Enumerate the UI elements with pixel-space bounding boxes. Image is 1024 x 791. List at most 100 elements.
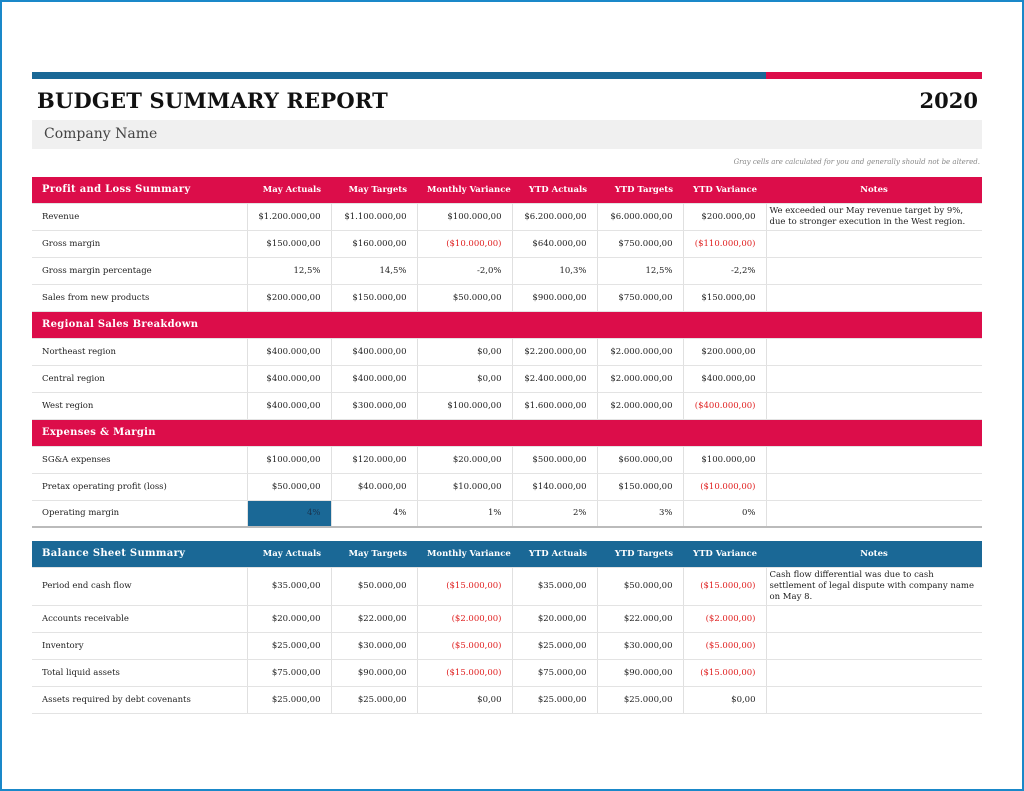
value-cell[interactable]: ($5.000,00) <box>683 631 767 660</box>
value-cell[interactable]: $900.000,00 <box>512 283 598 312</box>
value-cell[interactable]: ($15.000,00) <box>417 566 513 606</box>
notes-cell[interactable] <box>766 391 982 420</box>
value-cell[interactable]: $1.200.000,00 <box>247 202 332 231</box>
notes-cell[interactable] <box>766 685 982 714</box>
row-label[interactable]: West region <box>32 391 248 420</box>
value-cell[interactable]: $640.000,00 <box>512 229 598 258</box>
value-cell[interactable]: $150.000,00 <box>331 283 418 312</box>
value-cell[interactable]: $100.000,00 <box>417 202 513 231</box>
row-label[interactable]: Northeast region <box>32 337 248 366</box>
value-cell[interactable]: $750.000,00 <box>597 283 684 312</box>
value-cell[interactable]: $20.000,00 <box>512 604 598 633</box>
report-year[interactable]: 2020 <box>919 88 978 113</box>
row-label[interactable]: Pretax operating profit (loss) <box>32 472 248 501</box>
notes-cell[interactable] <box>766 499 982 528</box>
notes-cell[interactable] <box>766 445 982 474</box>
row-label[interactable]: Assets required by debt covenants <box>32 685 248 714</box>
company-name-field[interactable]: Company Name <box>32 120 982 149</box>
value-cell[interactable]: $500.000,00 <box>512 445 598 474</box>
value-cell[interactable]: ($15.000,00) <box>683 658 767 687</box>
value-cell[interactable]: 3% <box>597 499 684 528</box>
value-cell[interactable]: $0,00 <box>417 337 513 366</box>
value-cell[interactable]: $200.000,00 <box>683 202 767 231</box>
value-cell[interactable]: $150.000,00 <box>247 229 332 258</box>
value-cell[interactable]: $75.000,00 <box>247 658 332 687</box>
value-cell[interactable]: $6.000.000,00 <box>597 202 684 231</box>
row-label[interactable]: Accounts receivable <box>32 604 248 633</box>
value-cell[interactable]: $150.000,00 <box>683 283 767 312</box>
value-cell[interactable]: $50.000,00 <box>417 283 513 312</box>
value-cell[interactable]: 14,5% <box>331 256 418 285</box>
notes-cell[interactable] <box>766 658 982 687</box>
value-cell[interactable]: $20.000,00 <box>247 604 332 633</box>
notes-cell[interactable]: We exceeded our May revenue target by 9%… <box>766 202 982 231</box>
row-label[interactable]: Gross margin percentage <box>32 256 248 285</box>
value-cell[interactable]: $1.100.000,00 <box>331 202 418 231</box>
value-cell[interactable]: $50.000,00 <box>597 566 684 606</box>
value-cell[interactable]: $22.000,00 <box>597 604 684 633</box>
value-cell[interactable]: $75.000,00 <box>512 658 598 687</box>
value-cell[interactable]: $1.600.000,00 <box>512 391 598 420</box>
notes-cell[interactable] <box>766 229 982 258</box>
row-label[interactable]: Central region <box>32 364 248 393</box>
row-label[interactable]: Period end cash flow <box>32 566 248 606</box>
value-cell[interactable]: $40.000,00 <box>331 472 418 501</box>
value-cell[interactable]: ($5.000,00) <box>417 631 513 660</box>
value-cell[interactable]: $600.000,00 <box>597 445 684 474</box>
value-cell[interactable]: $2.000.000,00 <box>597 391 684 420</box>
value-cell[interactable]: $200.000,00 <box>247 283 332 312</box>
row-label[interactable]: Operating margin <box>32 499 248 528</box>
value-cell[interactable]: -2,2% <box>683 256 767 285</box>
row-label[interactable]: Revenue <box>32 202 248 231</box>
value-cell[interactable]: $400.000,00 <box>247 391 332 420</box>
value-cell[interactable]: $50.000,00 <box>331 566 418 606</box>
value-cell[interactable]: $25.000,00 <box>512 631 598 660</box>
value-cell[interactable]: $6.200.000,00 <box>512 202 598 231</box>
row-label[interactable]: Total liquid assets <box>32 658 248 687</box>
value-cell[interactable]: $25.000,00 <box>247 685 332 714</box>
value-cell[interactable]: $0,00 <box>417 685 513 714</box>
notes-cell[interactable] <box>766 631 982 660</box>
value-cell[interactable]: $25.000,00 <box>597 685 684 714</box>
value-cell[interactable]: $2.200.000,00 <box>512 337 598 366</box>
value-cell[interactable]: $400.000,00 <box>247 364 332 393</box>
notes-cell[interactable] <box>766 337 982 366</box>
value-cell[interactable]: ($15.000,00) <box>683 566 767 606</box>
value-cell[interactable]: 10,3% <box>512 256 598 285</box>
value-cell[interactable]: $35.000,00 <box>512 566 598 606</box>
value-cell[interactable]: 1% <box>417 499 513 528</box>
notes-cell[interactable] <box>766 472 982 501</box>
value-cell[interactable]: $90.000,00 <box>331 658 418 687</box>
notes-cell[interactable] <box>766 364 982 393</box>
value-cell[interactable]: $0,00 <box>417 364 513 393</box>
value-cell[interactable]: 0% <box>683 499 767 528</box>
value-cell[interactable]: $30.000,00 <box>331 631 418 660</box>
value-cell[interactable]: $160.000,00 <box>331 229 418 258</box>
value-cell[interactable]: $35.000,00 <box>247 566 332 606</box>
row-label[interactable]: Inventory <box>32 631 248 660</box>
value-cell[interactable]: -2,0% <box>417 256 513 285</box>
value-cell[interactable]: 2% <box>512 499 598 528</box>
value-cell[interactable]: $30.000,00 <box>597 631 684 660</box>
value-cell[interactable]: ($2.000,00) <box>417 604 513 633</box>
value-cell[interactable]: ($10.000,00) <box>683 472 767 501</box>
value-cell[interactable]: ($2.000,00) <box>683 604 767 633</box>
value-cell[interactable]: $25.000,00 <box>331 685 418 714</box>
value-cell[interactable]: $25.000,00 <box>247 631 332 660</box>
value-cell[interactable]: $400.000,00 <box>247 337 332 366</box>
value-cell[interactable]: ($110.000,00) <box>683 229 767 258</box>
value-cell[interactable]: ($400.000,00) <box>683 391 767 420</box>
value-cell[interactable]: 4% <box>331 499 418 528</box>
value-cell[interactable]: $300.000,00 <box>331 391 418 420</box>
notes-cell[interactable]: Cash flow differential was due to cash s… <box>766 566 982 606</box>
notes-cell[interactable] <box>766 604 982 633</box>
value-cell[interactable]: $0,00 <box>683 685 767 714</box>
value-cell[interactable]: $100.000,00 <box>247 445 332 474</box>
row-label[interactable]: SG&A expenses <box>32 445 248 474</box>
value-cell[interactable]: $140.000,00 <box>512 472 598 501</box>
notes-cell[interactable] <box>766 256 982 285</box>
value-cell[interactable]: $400.000,00 <box>683 364 767 393</box>
value-cell[interactable]: $2.000.000,00 <box>597 364 684 393</box>
value-cell[interactable]: $50.000,00 <box>247 472 332 501</box>
value-cell[interactable]: $20.000,00 <box>417 445 513 474</box>
